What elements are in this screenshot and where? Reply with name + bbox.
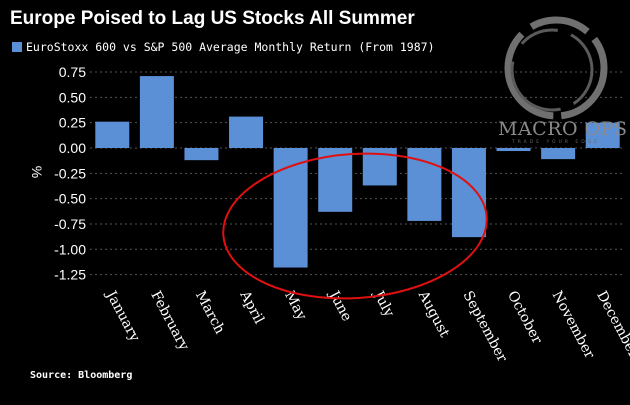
x-tick-label: January	[102, 287, 143, 345]
source-note: Source: Bloomberg	[30, 370, 133, 381]
y-tick-label: -0.25	[54, 165, 86, 181]
bar-november	[541, 148, 576, 160]
x-tick-label: July	[369, 287, 397, 320]
x-tick-label: December	[593, 288, 630, 360]
bar-may	[273, 148, 308, 268]
y-tick-label: 0.00	[59, 140, 86, 156]
bar-december	[585, 122, 620, 148]
highlight-ellipse	[222, 152, 488, 300]
x-tick-label: October	[504, 288, 545, 346]
bar-january	[95, 121, 130, 148]
y-tick-label: 0.50	[59, 89, 86, 105]
logo-ring-inner	[510, 28, 594, 112]
macro-ops-logo: TRADE YOUR EDGE	[504, 16, 608, 145]
legend-label: EuroStoxx 600 vs S&P 500 Average Monthly…	[26, 40, 435, 54]
y-tick-label: -0.50	[54, 191, 86, 207]
x-tick-label: February	[147, 288, 192, 353]
x-tick-label: August	[414, 287, 452, 340]
logo-ring	[504, 16, 608, 120]
bar-june	[318, 148, 353, 212]
bar-february	[139, 76, 174, 148]
watermark-text: MACRO OPS	[498, 118, 628, 140]
y-tick-label: -0.75	[54, 216, 86, 232]
y-tick-label: 0.25	[59, 115, 86, 131]
x-tick-label: March	[192, 288, 228, 336]
bar-september	[451, 148, 486, 238]
grid	[90, 71, 625, 276]
y-tick-label: -1.25	[54, 267, 86, 283]
x-tick-label: September	[459, 288, 510, 365]
x-tick-label: June	[325, 287, 355, 324]
x-tick-label: November	[549, 288, 598, 361]
y-tick-label: -1.00	[54, 241, 86, 257]
bar-october	[496, 148, 531, 152]
chart-title: Europe Poised to Lag US Stocks All Summe…	[10, 8, 415, 29]
legend-swatch	[12, 42, 22, 52]
x-tick-label: April	[236, 287, 267, 327]
bar-april	[229, 116, 264, 148]
x-axis-ticks: January February March April May June July Augu…	[102, 287, 630, 365]
bars	[95, 76, 620, 268]
bar-march	[184, 148, 219, 161]
legend: EuroStoxx 600 vs S&P 500 Average Monthly…	[12, 40, 435, 54]
y-axis-label: %	[29, 166, 45, 178]
y-axis-ticks: 0.75 0.50 0.25 0.00 -0.25 -0.50 -0.75 -1.00 -1.2…	[54, 64, 86, 283]
y-tick-label: 0.75	[59, 64, 86, 80]
logo-tagline: TRADE YOUR EDGE	[511, 139, 600, 145]
